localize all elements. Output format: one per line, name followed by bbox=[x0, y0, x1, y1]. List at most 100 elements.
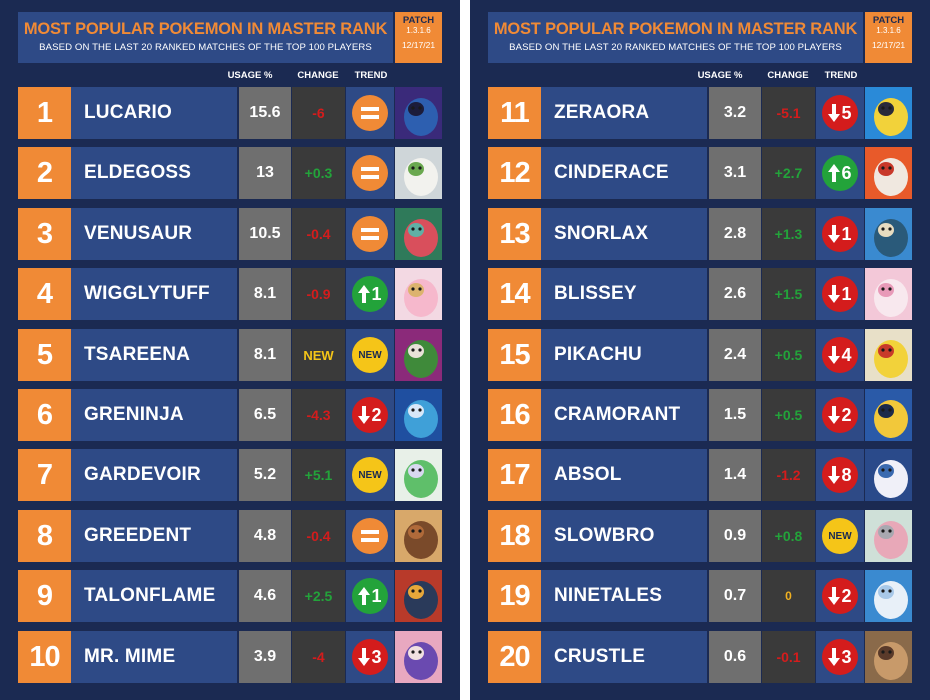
ranking-row-18: 18 SLOWBRO 0.9 +0.8 NEW bbox=[488, 510, 912, 562]
usage-percent: 10.5 bbox=[239, 208, 291, 260]
pokemon-name: NINETALES bbox=[554, 585, 663, 606]
pokemon-portrait bbox=[395, 389, 442, 441]
ranking-row-9: 9 TALONFLAME 4.6 +2.5 1 bbox=[18, 570, 442, 622]
usage-change: -0.4 bbox=[292, 510, 345, 562]
column-header-change: CHANGE bbox=[297, 70, 339, 81]
arrow-down-icon bbox=[358, 648, 371, 666]
pokemon-portrait bbox=[865, 510, 912, 562]
usage-change: +2.5 bbox=[292, 570, 345, 622]
rank-number: 15 bbox=[488, 329, 541, 381]
usage-percent: 4.6 bbox=[239, 570, 291, 622]
trend-places: 1 bbox=[841, 283, 852, 304]
usage-change: -4 bbox=[292, 631, 345, 683]
trend-down-badge: 3 bbox=[822, 639, 858, 675]
pokemon-name: GARDEVOIR bbox=[84, 464, 201, 485]
rank-number: 9 bbox=[18, 570, 71, 622]
pokemon-name: WIGGLYTUFF bbox=[84, 283, 210, 304]
ranking-row-17: 17 ABSOL 1.4 -1.2 8 bbox=[488, 449, 912, 501]
panel-divider bbox=[460, 0, 470, 700]
trend-places: 4 bbox=[841, 344, 852, 365]
name-cell: NINETALES bbox=[541, 570, 707, 622]
usage-change: +5.1 bbox=[292, 449, 345, 501]
trend-cell: 5 bbox=[816, 87, 864, 139]
pokemon-name: TALONFLAME bbox=[84, 585, 216, 606]
panel-header: MOST POPULAR POKEMON IN MASTER RANK BASE… bbox=[18, 12, 442, 64]
pokemon-name: BLISSEY bbox=[554, 283, 637, 304]
blissey-icon bbox=[865, 268, 912, 320]
ranking-panel-11-20: MOST POPULAR POKEMON IN MASTER RANK BASE… bbox=[470, 0, 930, 700]
page-subtitle: BASED ON THE LAST 20 RANKED MATCHES OF T… bbox=[509, 42, 842, 53]
usage-change: -5.1 bbox=[762, 87, 815, 139]
trend-down-badge: 1 bbox=[822, 216, 858, 252]
trend-places: 2 bbox=[841, 404, 852, 425]
page-subtitle: BASED ON THE LAST 20 RANKED MATCHES OF T… bbox=[39, 42, 372, 53]
name-cell: SNORLAX bbox=[541, 208, 707, 260]
ranking-row-20: 20 CRUSTLE 0.6 -0.1 3 bbox=[488, 631, 912, 683]
arrow-down-icon bbox=[828, 648, 841, 666]
pokemon-name: ELDEGOSS bbox=[84, 162, 192, 183]
trend-equal-icon bbox=[352, 216, 388, 252]
name-cell: CRAMORANT bbox=[541, 389, 707, 441]
pokemon-name: GREEDENT bbox=[84, 525, 192, 546]
greedent-icon bbox=[395, 510, 442, 562]
ranking-row-1: 1 LUCARIO 15.6 -6 bbox=[18, 87, 442, 139]
name-cell: GARDEVOIR bbox=[71, 449, 237, 501]
trend-cell: 1 bbox=[346, 570, 394, 622]
trend-new-badge: NEW bbox=[352, 337, 388, 373]
rank-number: 19 bbox=[488, 570, 541, 622]
usage-percent: 6.5 bbox=[239, 389, 291, 441]
trend-cell bbox=[346, 510, 394, 562]
ranking-row-19: 19 NINETALES 0.7 0 2 bbox=[488, 570, 912, 622]
trend-cell bbox=[346, 208, 394, 260]
name-cell: WIGGLYTUFF bbox=[71, 268, 237, 320]
trend-cell: 4 bbox=[816, 329, 864, 381]
usage-percent: 1.5 bbox=[709, 389, 761, 441]
rank-number: 20 bbox=[488, 631, 541, 683]
panel-header: MOST POPULAR POKEMON IN MASTER RANK BASE… bbox=[488, 12, 912, 64]
cinderace-icon bbox=[865, 147, 912, 199]
trend-equal-icon bbox=[352, 95, 388, 131]
trend-down-badge: 8 bbox=[822, 457, 858, 493]
pokemon-name: TSAREENA bbox=[84, 344, 191, 365]
ninetales-icon bbox=[865, 570, 912, 622]
trend-down-badge: 4 bbox=[822, 337, 858, 373]
trend-new-badge: NEW bbox=[352, 457, 388, 493]
trend-places: 5 bbox=[841, 102, 852, 123]
arrow-down-icon bbox=[828, 104, 841, 122]
usage-change: +2.7 bbox=[762, 147, 815, 199]
usage-percent: 1.4 bbox=[709, 449, 761, 501]
patch-version: 1.3.1.6 bbox=[876, 26, 901, 35]
rank-number: 17 bbox=[488, 449, 541, 501]
pokemon-name: CINDERACE bbox=[554, 162, 669, 183]
trend-cell: 2 bbox=[816, 570, 864, 622]
trend-up-badge: 1 bbox=[352, 276, 388, 312]
usage-percent: 5.2 bbox=[239, 449, 291, 501]
trend-cell: 2 bbox=[346, 389, 394, 441]
pokemon-portrait bbox=[395, 147, 442, 199]
pokemon-name: CRAMORANT bbox=[554, 404, 681, 425]
rank-number: 5 bbox=[18, 329, 71, 381]
patch-badge: PATCH 1.3.1.6 12/17/21 bbox=[865, 12, 912, 63]
arrow-down-icon bbox=[828, 587, 841, 605]
ranking-row-13: 13 SNORLAX 2.8 +1.3 1 bbox=[488, 208, 912, 260]
ranking-row-16: 16 CRAMORANT 1.5 +0.5 2 bbox=[488, 389, 912, 441]
rank-number: 3 bbox=[18, 208, 71, 260]
arrow-down-icon bbox=[358, 406, 371, 424]
pokemon-name: ABSOL bbox=[554, 464, 622, 485]
wigglytuff-icon bbox=[395, 268, 442, 320]
usage-change: +0.3 bbox=[292, 147, 345, 199]
pokemon-name: SNORLAX bbox=[554, 223, 649, 244]
usage-percent: 13 bbox=[239, 147, 291, 199]
trend-cell: 1 bbox=[816, 208, 864, 260]
usage-change: -6 bbox=[292, 87, 345, 139]
usage-change: +1.5 bbox=[762, 268, 815, 320]
trend-places: 1 bbox=[841, 223, 852, 244]
pokemon-name: ZERAORA bbox=[554, 102, 650, 123]
rank-number: 4 bbox=[18, 268, 71, 320]
arrow-up-icon bbox=[358, 587, 371, 605]
trend-cell: 3 bbox=[346, 631, 394, 683]
pokemon-name: CRUSTLE bbox=[554, 646, 646, 667]
trend-places: 1 bbox=[371, 585, 382, 606]
name-cell: ELDEGOSS bbox=[71, 147, 237, 199]
usage-percent: 4.8 bbox=[239, 510, 291, 562]
